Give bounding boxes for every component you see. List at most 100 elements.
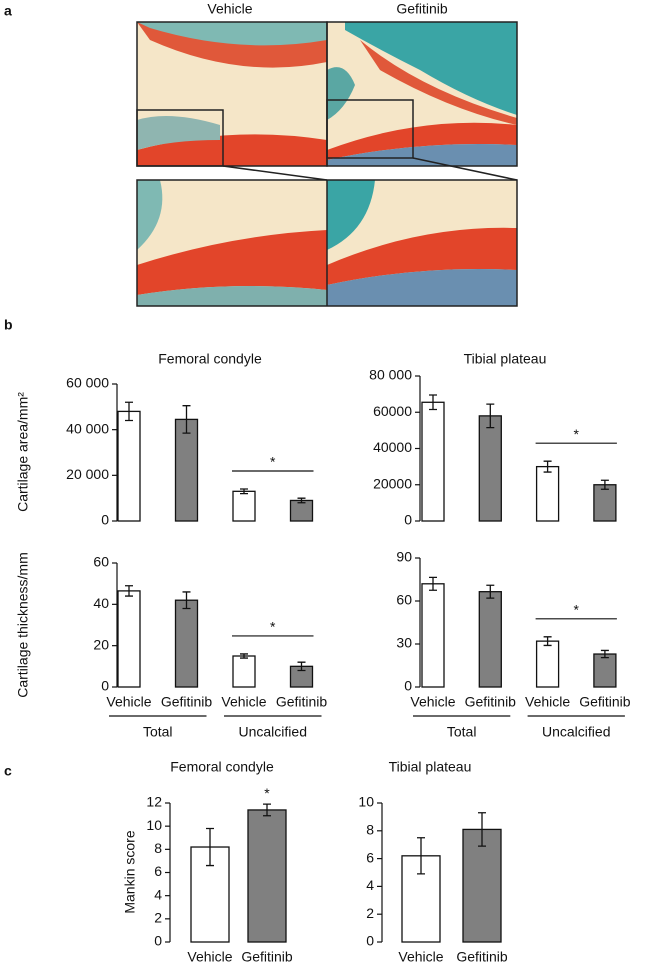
error-bar bbox=[429, 394, 437, 411]
error-bar bbox=[429, 576, 437, 591]
error-bar bbox=[417, 837, 425, 875]
error-bar bbox=[486, 403, 495, 429]
bar bbox=[421, 583, 445, 688]
y-tick-label: 60000 bbox=[373, 403, 412, 419]
chart-title: Tibial plateau bbox=[464, 351, 547, 367]
y-axis-label: Cartilage thickness/mm bbox=[15, 552, 31, 698]
bar bbox=[593, 484, 617, 522]
bar bbox=[247, 809, 287, 943]
y-tick-label: 40 bbox=[93, 595, 109, 611]
chart-title: Tibial plateau bbox=[389, 759, 472, 775]
x-tick-label: Vehicle bbox=[410, 694, 455, 710]
y-tick-label: 2 bbox=[154, 910, 162, 926]
significance-label: * bbox=[270, 619, 276, 635]
image-frames bbox=[136, 21, 518, 307]
y-tick-label: 6 bbox=[154, 863, 162, 879]
error-bar bbox=[297, 497, 306, 504]
x-tick-label: Vehicle bbox=[525, 694, 570, 710]
bar bbox=[232, 490, 256, 522]
x-tick-label: Gefitinib bbox=[241, 949, 293, 965]
y-tick-label: 2 bbox=[366, 905, 374, 921]
error-bar bbox=[600, 479, 609, 490]
bar bbox=[593, 653, 617, 688]
error-bar bbox=[297, 661, 306, 672]
bar bbox=[289, 499, 314, 522]
chart-title: Femoral condyle bbox=[158, 351, 262, 367]
y-tick-label: 4 bbox=[366, 877, 374, 893]
significance-label: * bbox=[574, 426, 580, 442]
significance-label: * bbox=[264, 785, 270, 801]
error-bar bbox=[543, 460, 552, 473]
error-bar bbox=[182, 405, 191, 434]
error-bar bbox=[182, 591, 191, 610]
y-tick-label: 10 bbox=[146, 817, 162, 833]
y-tick-label: 8 bbox=[154, 840, 162, 856]
chart-title: Femoral condyle bbox=[170, 759, 274, 775]
x-tick-label: Vehicle bbox=[221, 694, 266, 710]
y-tick-label: 20 000 bbox=[66, 466, 109, 482]
x-tick-label: Gefitinib bbox=[579, 694, 631, 710]
y-tick-label: 20000 bbox=[373, 475, 412, 491]
histology-gefitinib bbox=[327, 22, 517, 166]
y-tick-label: 4 bbox=[154, 886, 162, 902]
bar bbox=[535, 640, 560, 688]
x-tick-label: Gefitinib bbox=[465, 694, 517, 710]
y-tick-label: 8 bbox=[366, 822, 374, 838]
bar bbox=[174, 418, 199, 522]
histology-gefitinib-zoom bbox=[327, 180, 517, 306]
panel-label: c bbox=[4, 763, 12, 779]
panel-label: b bbox=[4, 317, 13, 333]
y-tick-label: 40000 bbox=[373, 439, 412, 455]
y-tick-label: 12 bbox=[146, 794, 162, 810]
y-tick-label: 0 bbox=[101, 678, 109, 694]
x-tick-label: Vehicle bbox=[106, 694, 151, 710]
y-tick-label: 30 bbox=[396, 635, 412, 651]
error-bar bbox=[543, 636, 552, 647]
error-bar bbox=[125, 585, 133, 597]
error-bar bbox=[240, 653, 248, 659]
y-tick-label: 0 bbox=[404, 678, 412, 694]
bar bbox=[421, 401, 445, 522]
error-bar bbox=[263, 803, 271, 817]
y-tick-label: 40 000 bbox=[66, 420, 109, 436]
x-tick-label: Vehicle bbox=[187, 949, 232, 965]
bar bbox=[117, 590, 141, 688]
y-tick-label: 90 bbox=[396, 549, 412, 565]
bar bbox=[232, 655, 256, 688]
error-bar bbox=[240, 488, 248, 495]
x-tick-label: Gefitinib bbox=[276, 694, 328, 710]
y-axis-label: Cartilage area/mm² bbox=[15, 392, 31, 512]
group-label: Total bbox=[447, 724, 477, 740]
y-tick-label: 0 bbox=[366, 933, 374, 949]
y-tick-label: 60 bbox=[396, 592, 412, 608]
error-bar bbox=[600, 649, 609, 659]
bar bbox=[117, 410, 141, 522]
y-tick-label: 6 bbox=[366, 849, 374, 865]
y-tick-label: 10 bbox=[358, 794, 374, 810]
error-bar bbox=[486, 584, 495, 599]
image-label: Gefitinib bbox=[396, 1, 448, 17]
x-tick-label: Vehicle bbox=[398, 949, 443, 965]
error-bar bbox=[206, 827, 214, 867]
bar bbox=[462, 828, 502, 943]
group-label: Uncalcified bbox=[239, 724, 307, 740]
histology-vehicle-zoom bbox=[137, 180, 327, 306]
x-tick-label: Gefitinib bbox=[161, 694, 213, 710]
histology-vehicle bbox=[137, 22, 327, 166]
group-label: Total bbox=[143, 724, 173, 740]
y-tick-label: 0 bbox=[404, 512, 412, 528]
group-label: Uncalcified bbox=[542, 724, 610, 740]
significance-label: * bbox=[270, 454, 276, 470]
x-tick-label: Gefitinib bbox=[456, 949, 508, 965]
error-bar bbox=[478, 812, 486, 847]
significance-label: * bbox=[574, 602, 580, 618]
y-tick-label: 0 bbox=[154, 933, 162, 949]
image-label: Vehicle bbox=[207, 1, 252, 17]
y-tick-label: 80 000 bbox=[369, 367, 412, 383]
bar bbox=[174, 599, 199, 688]
y-axis-label: Mankin score bbox=[122, 830, 138, 913]
y-tick-label: 60 000 bbox=[66, 375, 109, 391]
bar bbox=[535, 465, 560, 522]
bar bbox=[478, 591, 502, 688]
